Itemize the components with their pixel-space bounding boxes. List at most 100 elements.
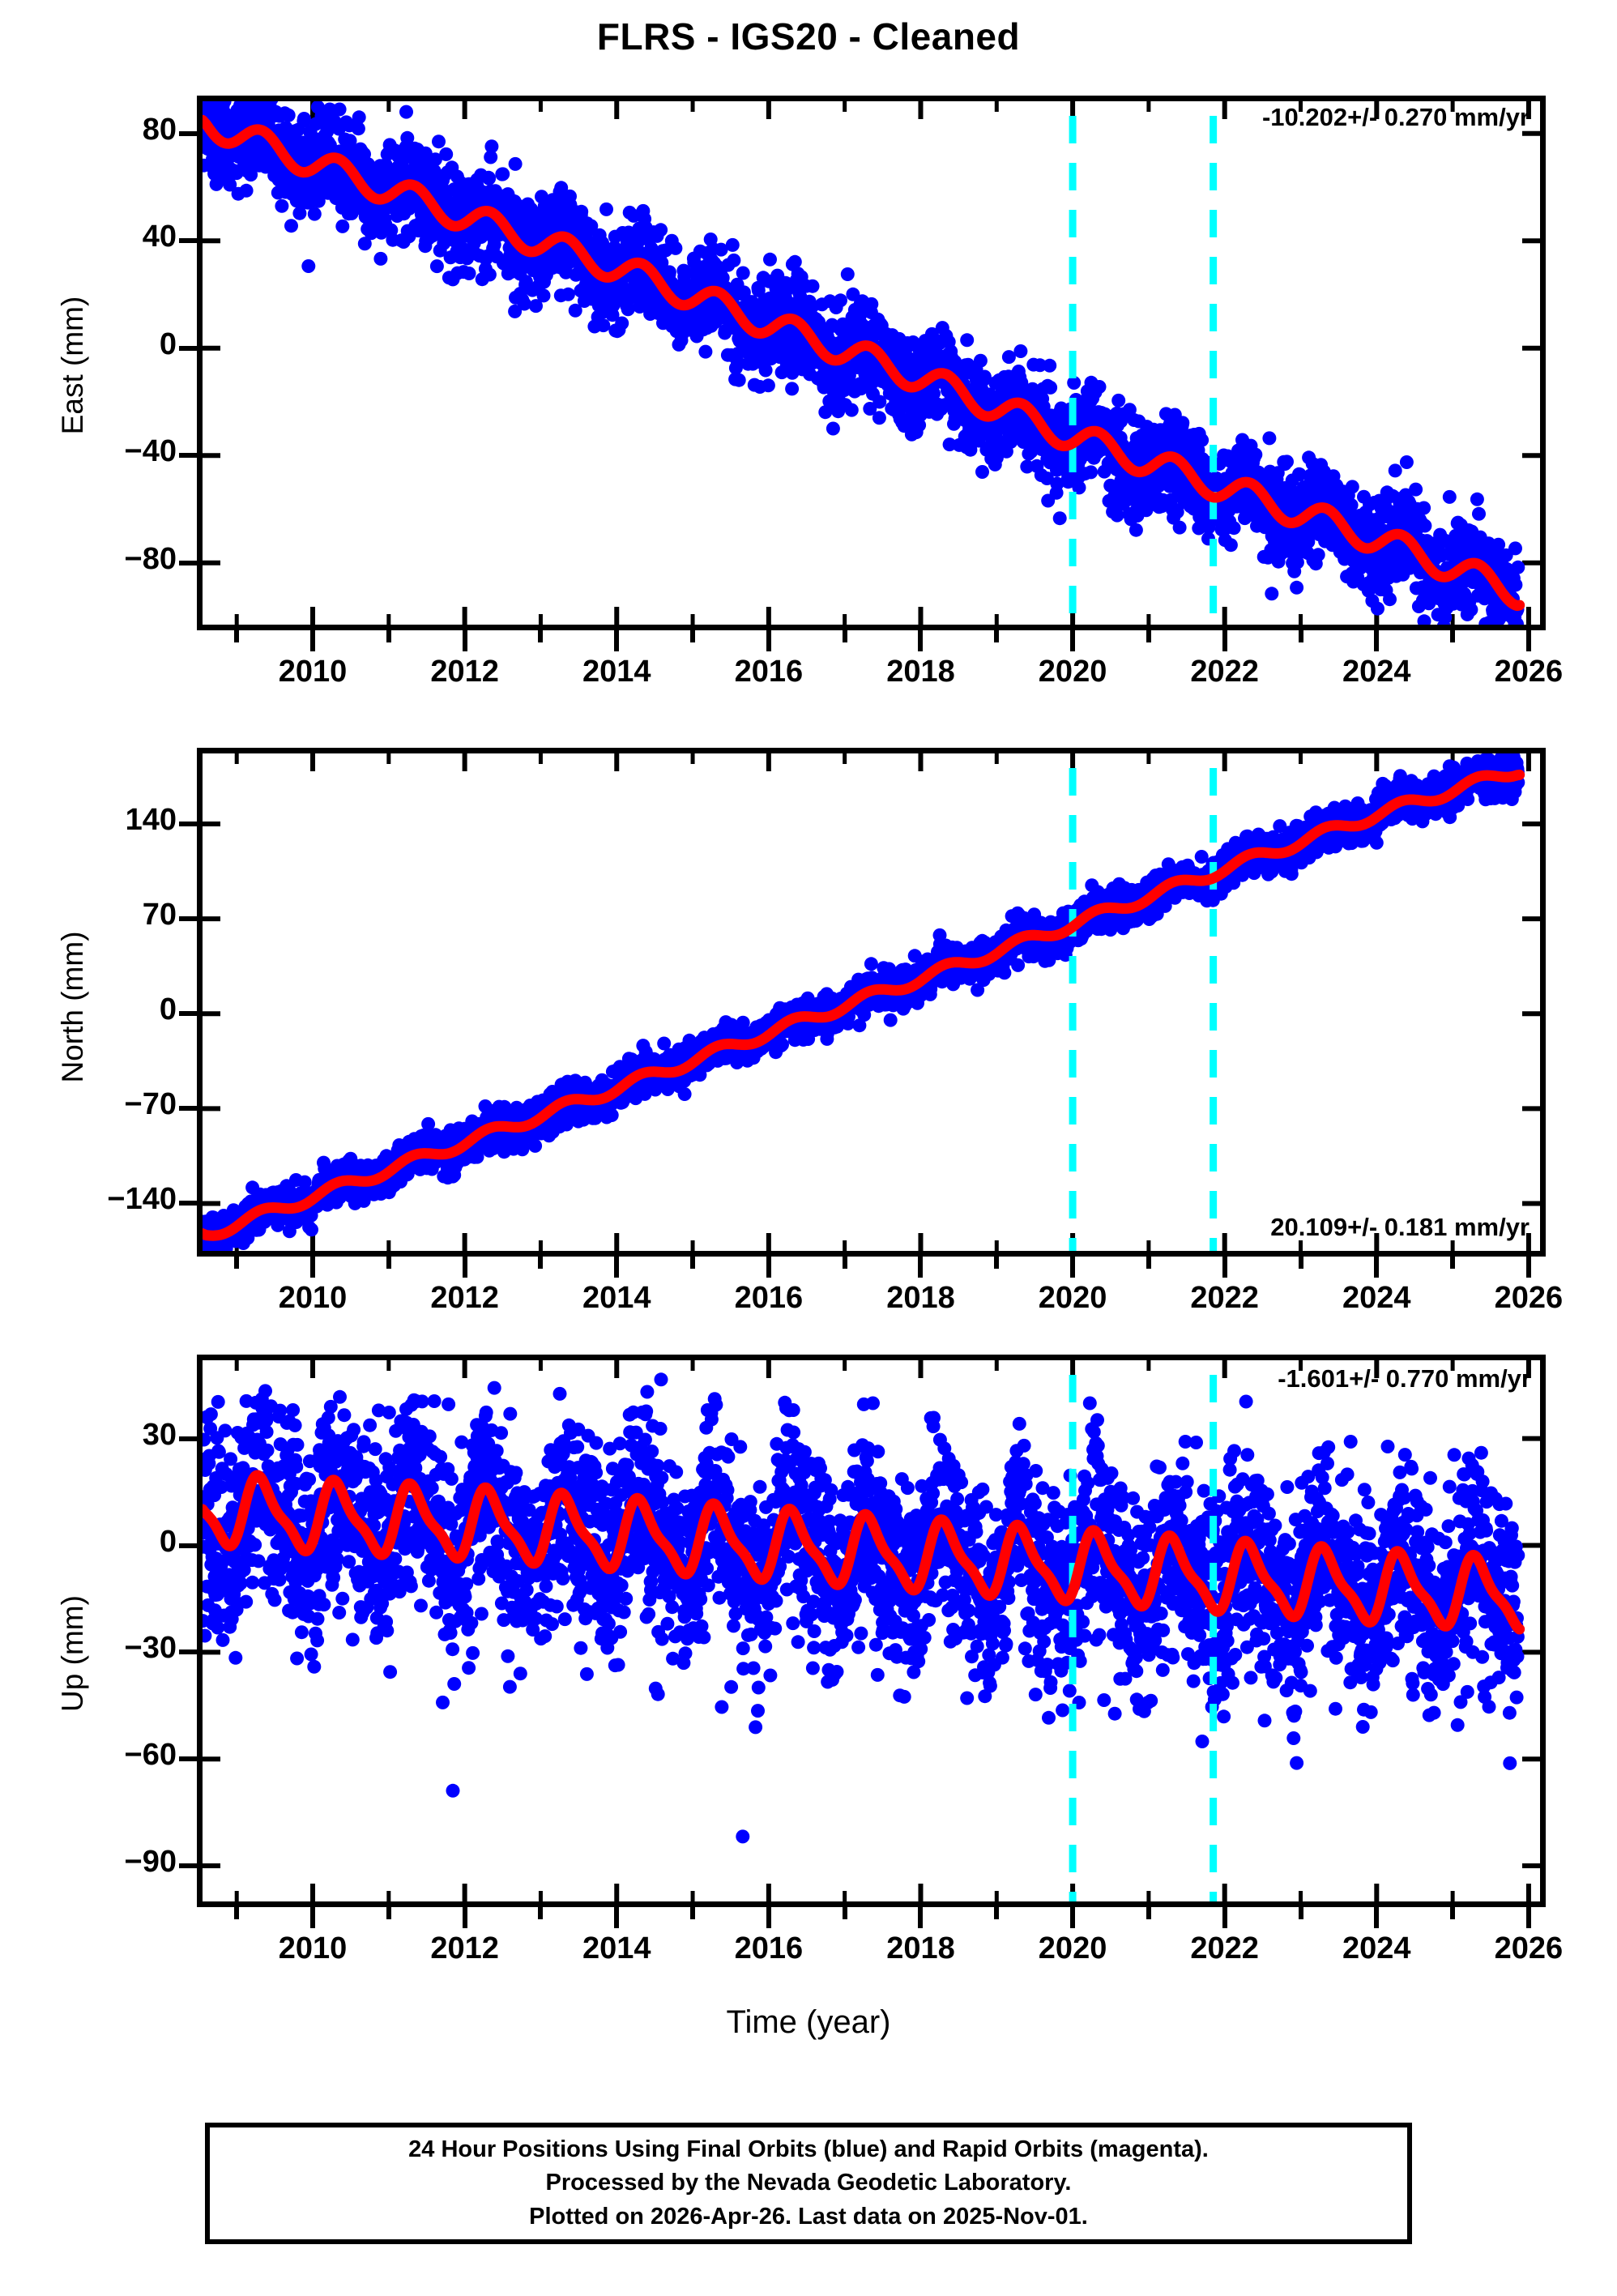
- up-ytick-mark: [179, 1863, 198, 1869]
- east-xtick-label: 2022: [1190, 655, 1259, 689]
- up-xtick-mark: [690, 1907, 696, 1919]
- east-xtick-mark: [310, 630, 316, 651]
- east-rate-annotation: -10.202+/- 0.270 mm/yr: [1261, 103, 1530, 131]
- east-xtick-mark: [462, 630, 467, 651]
- east-xtick-label: 2014: [582, 655, 651, 689]
- up-ytick-label: 30: [142, 1417, 177, 1452]
- north-xtick-mark: [234, 1257, 240, 1269]
- caption-box: 24 Hour Positions Using Final Orbits (bl…: [205, 2123, 1412, 2244]
- up-xtick-mark: [1298, 1907, 1303, 1919]
- north-xtick-label: 2014: [582, 1281, 651, 1315]
- east-xtick-mark: [690, 630, 696, 642]
- caption-line-2: Processed by the Nevada Geodetic Laborat…: [545, 2170, 1072, 2196]
- up-xtick-mark: [1070, 1907, 1076, 1928]
- up-ytick-mark: [179, 1756, 198, 1762]
- east-xtick-label: 2018: [886, 655, 955, 689]
- east-xtick-mark: [614, 630, 620, 651]
- east-ytick-label: 80: [142, 112, 177, 147]
- north-xtick-mark: [842, 1257, 847, 1269]
- up-xtick-mark: [842, 1907, 847, 1919]
- up-xtick-mark: [1146, 1907, 1151, 1919]
- up-xtick-mark: [614, 1907, 620, 1928]
- north-xtick-label: 2012: [430, 1281, 499, 1315]
- up-ytick-label: −60: [124, 1738, 177, 1773]
- up-plot-frame: [197, 1355, 1546, 1907]
- east-xtick-mark: [538, 630, 544, 642]
- north-ytick-label: −70: [124, 1087, 177, 1122]
- north-xtick-mark: [1450, 1257, 1456, 1269]
- east-ytick-mark: [179, 130, 198, 136]
- north-xtick-mark: [918, 1257, 924, 1278]
- east-xtick-mark: [1298, 630, 1303, 642]
- up-ytick-label: 0: [159, 1524, 177, 1559]
- up-xtick-mark: [1374, 1907, 1380, 1928]
- east-xtick-mark: [234, 630, 240, 642]
- east-plot-canvas: [203, 101, 1540, 625]
- east-ytick-label: −40: [124, 434, 177, 469]
- up-plot-canvas: [203, 1360, 1540, 1901]
- north-rate-annotation: 20.109+/- 0.181 mm/yr: [1270, 1213, 1530, 1241]
- up-xtick-label: 2026: [1494, 1931, 1564, 1965]
- east-xtick-label: 2010: [278, 655, 348, 689]
- up-xtick-label: 2014: [582, 1931, 651, 1965]
- north-ytick-mark: [179, 916, 198, 922]
- east-ytick-label: 40: [142, 220, 177, 254]
- up-xtick-label: 2012: [430, 1931, 499, 1965]
- north-ytick-mark: [179, 1011, 198, 1017]
- up-xtick-label: 2024: [1342, 1931, 1411, 1965]
- east-xtick-mark: [1146, 630, 1151, 642]
- up-xtick-mark: [994, 1907, 1000, 1919]
- up-ytick-mark: [179, 1543, 198, 1548]
- north-xtick-mark: [1374, 1257, 1380, 1278]
- north-ytick-mark: [179, 1106, 198, 1112]
- east-xtick-mark: [994, 630, 1000, 642]
- page-title: FLRS - IGS20 - Cleaned: [596, 15, 1021, 58]
- east-xtick-label: 2012: [430, 655, 499, 689]
- north-xtick-label: 2024: [1342, 1281, 1411, 1315]
- up-xtick-mark: [1450, 1907, 1456, 1919]
- north-xtick-mark: [386, 1257, 391, 1269]
- east-xtick-mark: [1374, 630, 1380, 651]
- north-xtick-mark: [994, 1257, 1000, 1269]
- east-plot-frame: [197, 96, 1546, 630]
- east-ytick-mark: [179, 560, 198, 565]
- north-ytick-label: −140: [107, 1182, 177, 1217]
- north-xtick-mark: [462, 1257, 467, 1278]
- north-xtick-mark: [690, 1257, 696, 1269]
- x-axis-label: Time (year): [726, 2004, 891, 2040]
- up-xtick-mark: [462, 1907, 467, 1928]
- north-xtick-mark: [538, 1257, 544, 1269]
- north-ytick-mark: [179, 821, 198, 826]
- up-xtick-label: 2010: [278, 1931, 348, 1965]
- north-xtick-mark: [1070, 1257, 1076, 1278]
- north-xtick-mark: [614, 1257, 620, 1278]
- up-ytick-label: −90: [124, 1845, 177, 1880]
- east-xtick-mark: [1222, 630, 1227, 651]
- up-ytick-mark: [179, 1436, 198, 1441]
- east-xtick-label: 2020: [1038, 655, 1107, 689]
- up-xtick-mark: [386, 1907, 391, 1919]
- north-xtick-mark: [1298, 1257, 1303, 1269]
- north-ytick-label: 0: [159, 992, 177, 1027]
- up-xtick-label: 2016: [734, 1931, 804, 1965]
- north-xtick-label: 2022: [1190, 1281, 1259, 1315]
- caption-line-3: Plotted on 2026-Apr-26. Last data on 202…: [529, 2203, 1088, 2230]
- north-xtick-mark: [1146, 1257, 1151, 1269]
- north-ytick-label: 70: [142, 898, 177, 932]
- up-ytick-label: −30: [124, 1631, 177, 1666]
- north-xtick-mark: [310, 1257, 316, 1278]
- up-ytick-mark: [179, 1649, 198, 1655]
- east-xtick-label: 2016: [734, 655, 804, 689]
- east-xtick-mark: [918, 630, 924, 651]
- up-xtick-mark: [310, 1907, 316, 1928]
- east-ytick-mark: [179, 345, 198, 351]
- east-ytick-label: 0: [159, 326, 177, 361]
- up-xtick-mark: [766, 1907, 771, 1928]
- north-xtick-label: 2016: [734, 1281, 804, 1315]
- up-xtick-mark: [538, 1907, 544, 1919]
- north-plot-frame: [197, 748, 1546, 1257]
- up-xtick-mark: [918, 1907, 924, 1928]
- east-xtick-mark: [1070, 630, 1076, 651]
- east-ytick-label: −80: [124, 541, 177, 576]
